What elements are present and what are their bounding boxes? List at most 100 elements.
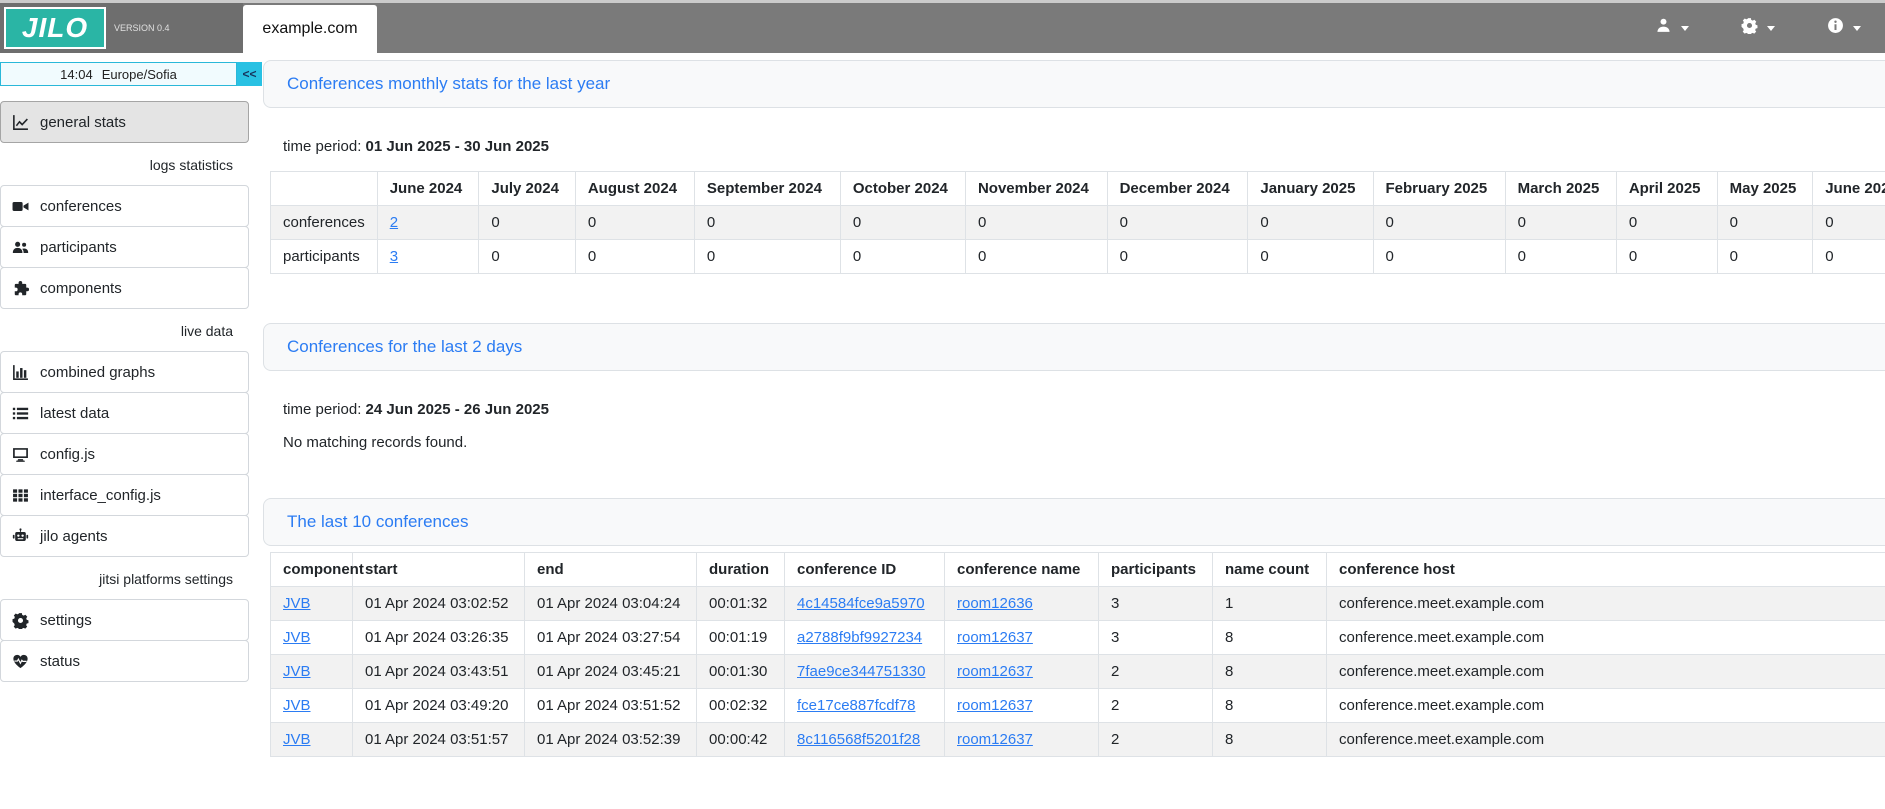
table-header-row: component start end duration conference ID co…: [270, 552, 1885, 587]
sidebar-item-config-js[interactable]: config.js: [0, 433, 249, 475]
no-records-message: No matching records found.: [283, 434, 468, 451]
last-2-days-time-period: time period: 24 Jun 2025 - 26 Jun 2025: [283, 401, 1885, 418]
timebar: 14:04 Europe/Sofia <<: [0, 62, 262, 86]
table-row: JVB 01 Apr 2024 03:51:57 01 Apr 2024 03:52…: [270, 722, 1885, 757]
sidebar-group-logs: conferences participants components: [0, 185, 249, 309]
navbar-menus: [1655, 3, 1885, 53]
sidebar-section-jitsi-platforms-settings: jitsi platforms settings: [99, 571, 233, 587]
last-10-conferences-title[interactable]: The last 10 conferences: [287, 512, 469, 531]
table-link[interactable]: 3: [389, 248, 399, 265]
column-header: conference name: [944, 552, 1099, 587]
table-link[interactable]: JVB: [283, 697, 311, 714]
column-header: July 2024: [478, 171, 576, 206]
table-cell: 01 Apr 2024 03:27:54: [524, 620, 697, 655]
table-row: JVB 01 Apr 2024 03:02:52 01 Apr 2024 03:04…: [270, 586, 1885, 621]
table-link[interactable]: room12637: [957, 731, 1033, 748]
sidebar-item-combined-graphs[interactable]: combined graphs: [0, 351, 249, 393]
settings-menu-toggle[interactable]: [1741, 17, 1775, 39]
table-link[interactable]: JVB: [283, 731, 311, 748]
info-menu-toggle[interactable]: [1827, 17, 1861, 39]
sidebar-item-label: conferences: [40, 197, 122, 215]
platform-tab[interactable]: example.com: [243, 5, 377, 53]
logo-text: JILO: [21, 12, 89, 43]
table-header-row: June 2024 July 2024 August 2024 September 2…: [270, 171, 1885, 206]
table-cell: 8c116568f5201f28: [784, 722, 945, 757]
sidebar-item-jilo-agents[interactable]: jilo agents: [0, 515, 249, 557]
sidebar-item-status[interactable]: status: [0, 640, 249, 682]
table-link[interactable]: JVB: [283, 663, 311, 680]
table-cell: 0: [839, 205, 966, 240]
table-cell: 0: [1615, 239, 1718, 274]
last-10-conferences-table: component start end duration conference ID co…: [270, 552, 1885, 757]
table-cell: JVB: [270, 586, 353, 621]
table-link[interactable]: 7fae9ce344751330: [797, 663, 926, 680]
column-header: September 2024: [693, 171, 841, 206]
table-link[interactable]: 8c116568f5201f28: [797, 731, 921, 748]
table-cell: 0: [693, 205, 841, 240]
table-link[interactable]: fce17ce887fcdf78: [797, 697, 916, 714]
table-link[interactable]: 2: [389, 214, 399, 231]
sidebar-item-settings[interactable]: settings: [0, 599, 249, 641]
time-period-label: time period:: [283, 401, 362, 418]
table-cell: 2: [1098, 722, 1213, 757]
table-link[interactable]: room12636: [957, 595, 1033, 612]
version-label: VERSION 0.4: [114, 23, 170, 33]
sidebar-item-label: settings: [40, 611, 92, 629]
table-cell: 0: [1247, 205, 1374, 240]
table-cell: 01 Apr 2024 03:49:20: [352, 688, 525, 723]
sidebar-item-label: jilo agents: [40, 527, 108, 545]
sidebar-section-live-data: live data: [180, 323, 233, 339]
column-header: name count: [1212, 552, 1327, 587]
table-row: JVB 01 Apr 2024 03:43:51 01 Apr 2024 03:45…: [270, 654, 1885, 689]
table-link[interactable]: 4c14584fce9a5970: [797, 595, 925, 612]
table-cell: 0: [478, 239, 576, 274]
table-cell: room12637: [944, 688, 1099, 723]
table-link[interactable]: JVB: [283, 595, 311, 612]
bar-chart-icon: [10, 363, 30, 381]
table-cell: 0: [1716, 205, 1814, 240]
table-link[interactable]: a2788f9bf9927234: [797, 629, 923, 646]
sidebar-item-participants[interactable]: participants: [0, 226, 249, 268]
chevron-down-icon: [1681, 25, 1689, 31]
table-cell: JVB: [270, 722, 353, 757]
table-link[interactable]: room12637: [957, 629, 1033, 646]
table-cell: 00:00:42: [696, 722, 785, 757]
user-menu-toggle[interactable]: [1655, 17, 1689, 39]
sidebar-item-label: status: [40, 652, 81, 670]
sidebar-item-label: config.js: [40, 445, 96, 463]
last-2-days-title[interactable]: Conferences for the last 2 days: [287, 337, 523, 356]
sidebar-item-conferences[interactable]: conferences: [0, 185, 249, 227]
sidebar-item-components[interactable]: components: [0, 267, 249, 309]
monthly-stats-title[interactable]: Conferences monthly stats for the last y…: [287, 74, 611, 93]
sidebar-item-label: combined graphs: [40, 363, 156, 381]
table-cell: 00:01:32: [696, 586, 785, 621]
app-logo[interactable]: JILO: [4, 7, 106, 49]
sidebar-item-label: components: [40, 279, 122, 297]
top-navbar: JILO VERSION 0.4 example.com: [0, 0, 1885, 53]
table-link[interactable]: JVB: [283, 629, 311, 646]
table-cell: 00:02:32: [696, 688, 785, 723]
table-link[interactable]: room12637: [957, 697, 1033, 714]
table-cell: room12637: [944, 654, 1099, 689]
sidebar-item-interface-config-js[interactable]: interface_config.js: [0, 474, 249, 516]
sidebar-item-latest-data[interactable]: latest data: [0, 392, 249, 434]
table-cell: conference.meet.example.com: [1326, 722, 1885, 757]
sidebar-item-general-stats[interactable]: general stats: [0, 101, 249, 143]
chevron-down-icon: [1853, 25, 1861, 31]
table-cell: 0: [1615, 205, 1718, 240]
local-time-field[interactable]: 14:04 Europe/Sofia: [0, 62, 237, 86]
monthly-stats-table: June 2024 July 2024 August 2024 September 2…: [270, 171, 1885, 274]
table-cell: 0: [1106, 205, 1249, 240]
sidebar-menu: general stats logs statistics conference…: [0, 101, 262, 682]
time-period-value: 24 Jun 2025 - 26 Jun 2025: [365, 401, 549, 418]
table-cell: 01 Apr 2024 03:26:35: [352, 620, 525, 655]
table-cell: 8: [1212, 654, 1327, 689]
table-cell: 0: [964, 205, 1108, 240]
table-link[interactable]: room12637: [957, 663, 1033, 680]
table-cell: 0: [1812, 205, 1885, 240]
sidebar-item-label: interface_config.js: [40, 486, 161, 504]
column-header: October 2024: [839, 171, 966, 206]
sidebar-collapse-button[interactable]: <<: [237, 62, 262, 86]
table-cell: 0: [1504, 205, 1617, 240]
table-head: component start end duration conference ID co…: [270, 552, 1885, 587]
